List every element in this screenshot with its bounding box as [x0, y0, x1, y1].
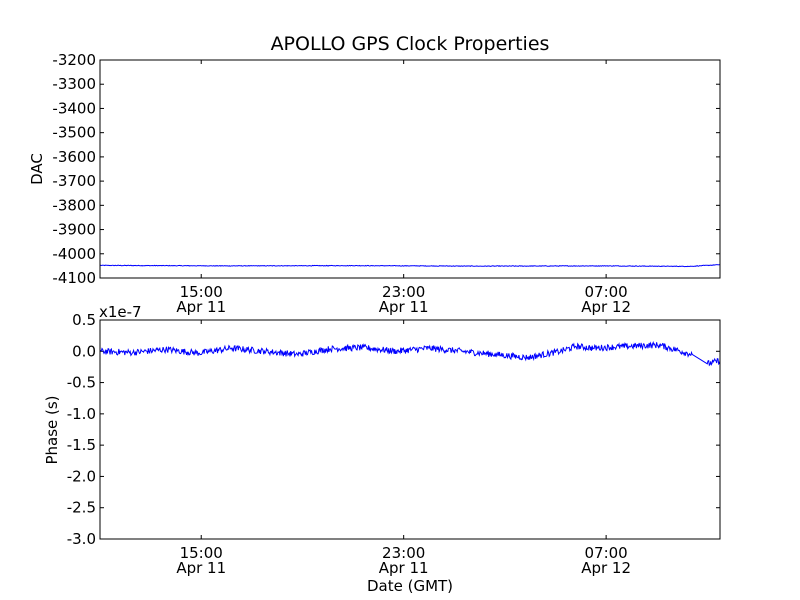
top-axes-frame — [99, 59, 721, 279]
y-tick-label: -3400 — [52, 99, 96, 117]
x-tick-date-label: Apr 11 — [379, 559, 429, 577]
top-panel: -3200 -3300 -3400 -3500 -3600 -3700 -3800 -3900… — [28, 51, 721, 316]
y-tick-label: -3.0 — [67, 530, 96, 548]
bottom-y-label: Phase (s) — [43, 395, 61, 464]
y-tick-label: 0.5 — [72, 311, 96, 329]
y-tick-label: -2.5 — [67, 499, 96, 517]
y-tick-label: -3300 — [52, 75, 96, 93]
bottom-offset-text: x1e-7 — [99, 303, 142, 321]
x-tick-time-label: 07:00 — [585, 544, 628, 562]
y-tick-label: 0.0 — [72, 342, 96, 360]
y-tick-label: -4100 — [52, 269, 96, 287]
y-tick-label: -3600 — [52, 148, 96, 166]
top-series-line — [99, 264, 721, 268]
y-tick-label: -4000 — [52, 245, 96, 263]
top-y-label: DAC — [28, 153, 46, 185]
y-tick-label: -3700 — [52, 172, 96, 190]
x-tick-time-label: 23:00 — [382, 544, 425, 562]
x-tick-date-label: Apr 11 — [379, 298, 429, 316]
x-tick-date-label: Apr 11 — [176, 298, 226, 316]
bottom-series-line — [99, 341, 721, 367]
x-tick-date-label: Apr 12 — [581, 298, 631, 316]
x-tick-time-label: 15:00 — [180, 283, 223, 301]
bottom-axes-frame — [99, 319, 721, 540]
x-tick-date-label: Apr 11 — [176, 559, 226, 577]
y-tick-label: -1.5 — [67, 436, 96, 454]
bottom-y-ticks: 0.5 0.0 -0.5 -1.0 -1.5 -2.0 -2.5 -3.0 — [67, 311, 720, 548]
x-tick-time-label: 15:00 — [180, 544, 223, 562]
chart-title: APOLLO GPS Clock Properties — [271, 33, 550, 55]
x-tick-date-label: Apr 12 — [581, 559, 631, 577]
x-tick-time-label: 07:00 — [585, 283, 628, 301]
x-axis-label: Date (GMT) — [367, 577, 453, 595]
x-tick-time-label: 23:00 — [382, 283, 425, 301]
y-tick-label: -3800 — [52, 196, 96, 214]
y-tick-label: -3200 — [52, 51, 96, 69]
y-tick-label: -1.0 — [67, 405, 96, 423]
bottom-panel: 0.50.0-0.5-1.0-1.5-2.0-2.5-3.0 15:00Apr … — [43, 303, 721, 595]
y-tick-label: -3900 — [52, 221, 96, 239]
top-y-ticks: -3200 -3300 -3400 -3500 -3600 -3700 -3800 -3900… — [52, 51, 720, 287]
y-tick-label: -3500 — [52, 124, 96, 142]
y-tick-label: -0.5 — [67, 374, 96, 392]
y-tick-label: -2.0 — [67, 467, 96, 485]
